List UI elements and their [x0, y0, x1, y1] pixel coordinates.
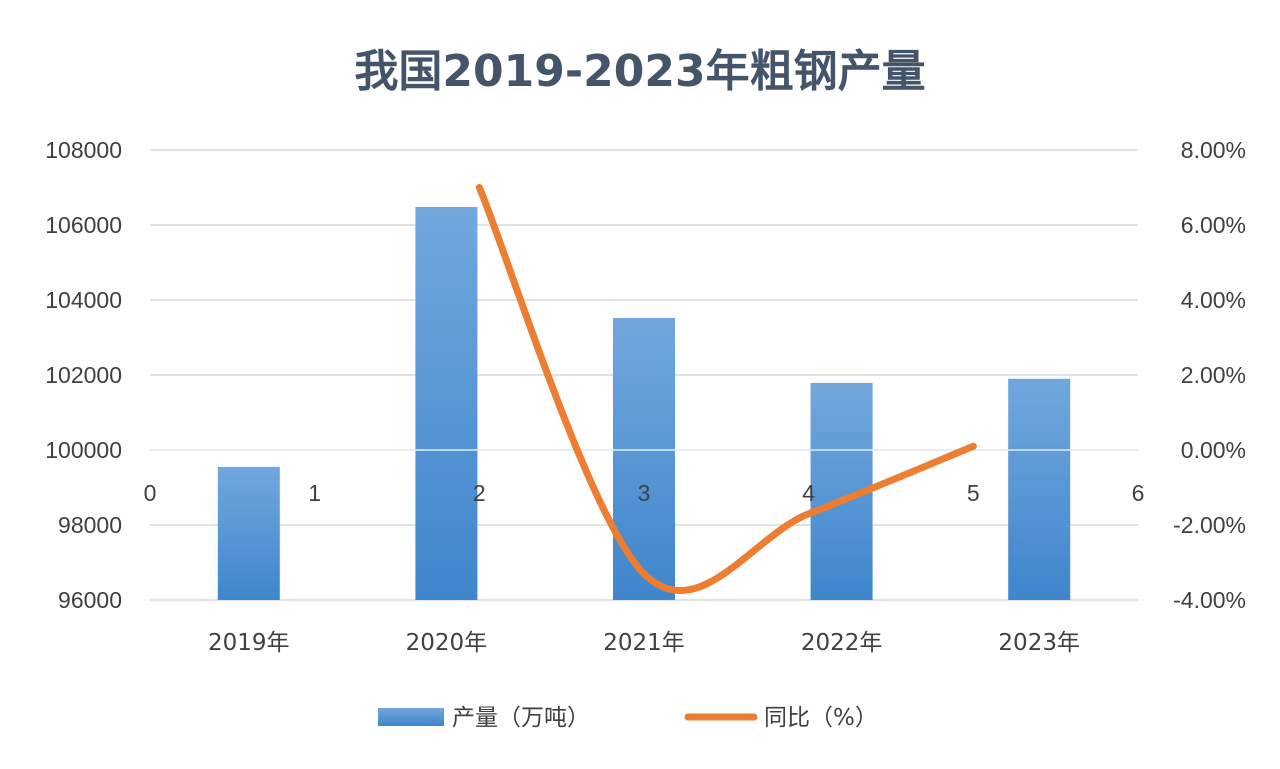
left-tick-label: 108000 [45, 137, 122, 163]
line-series [475, 184, 977, 594]
left-tick-label: 106000 [45, 212, 122, 238]
category-label: 2023年 [998, 630, 1080, 656]
secondary-x-tick-label: 5 [967, 480, 980, 506]
secondary-x-tick-label: 3 [638, 480, 651, 506]
secondary-x-tick-label: 4 [802, 480, 815, 506]
right-tick-label: 8.00% [1181, 137, 1246, 163]
legend-label-line: 同比（%） [764, 705, 878, 731]
right-tick-label: -2.00% [1173, 512, 1246, 538]
left-tick-label: 104000 [45, 287, 122, 313]
category-label: 2021年 [603, 630, 685, 656]
right-y-axis: -4.00% -2.00% 0.00% 2.00% 4.00% 6.00% 8.00% [1173, 137, 1246, 613]
category-label: 2020年 [406, 630, 488, 656]
right-tick-label: 2.00% [1181, 362, 1246, 388]
secondary-x-tick-label: 0 [144, 480, 157, 506]
bar [1008, 378, 1071, 600]
bar [415, 207, 478, 600]
category-label: 2022年 [801, 630, 883, 656]
right-tick-label: 0.00% [1181, 437, 1246, 463]
legend-label-bar: 产量（万吨） [452, 705, 590, 731]
left-tick-label: 102000 [45, 362, 122, 388]
left-tick-label: 100000 [45, 437, 122, 463]
legend: 产量（万吨） 同比（%） [378, 705, 878, 731]
right-tick-label: 4.00% [1181, 287, 1246, 313]
category-axis: 2019年 2020年 2021年 2022年 2023年 [208, 630, 1080, 656]
line-series-path [475, 184, 977, 594]
chart-title: 我国2019-2023年粗钢产量 [354, 46, 925, 97]
secondary-x-tick-label: 2 [473, 480, 486, 506]
secondary-x-axis: 0 1 2 3 4 5 6 [144, 480, 1145, 506]
bar-series [150, 207, 1138, 600]
left-tick-label: 98000 [58, 512, 122, 538]
legend-swatch-bar [378, 708, 444, 726]
left-tick-label: 96000 [58, 587, 122, 613]
right-tick-label: -4.00% [1173, 587, 1246, 613]
secondary-x-tick-label: 6 [1132, 480, 1145, 506]
bar [613, 318, 675, 600]
left-y-axis: 96000 98000 100000 102000 104000 106000 108000 [45, 137, 122, 613]
right-tick-label: 6.00% [1181, 212, 1246, 238]
category-label: 2019年 [208, 630, 290, 656]
bar [217, 466, 280, 600]
secondary-x-tick-label: 1 [308, 480, 321, 506]
